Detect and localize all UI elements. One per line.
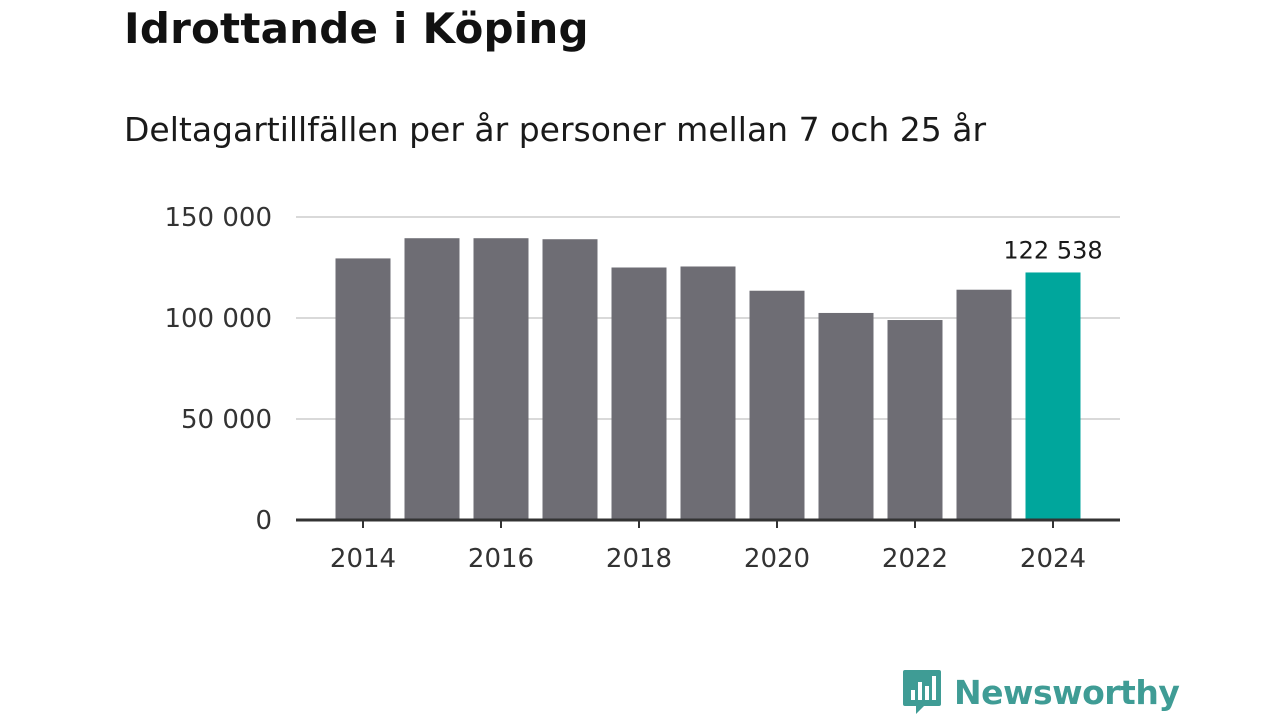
brand-name: Newsworthy — [954, 672, 1180, 712]
bar-2021 — [818, 312, 874, 520]
bar-2024 — [1025, 272, 1081, 520]
x-tick-label: 2020 — [744, 544, 810, 574]
bar-2020 — [749, 290, 805, 520]
bar-2019 — [680, 266, 736, 520]
chart-subtitle: Deltagartillfällen per år personer mella… — [124, 110, 987, 149]
bar-2016 — [473, 238, 529, 520]
bar-2022 — [887, 320, 943, 520]
x-tick-label: 2022 — [882, 544, 948, 574]
bar-2018 — [611, 267, 667, 520]
bar-2014 — [335, 258, 391, 520]
chart-title: Idrottande i Köping — [124, 4, 589, 53]
x-tick-label: 2024 — [1020, 544, 1086, 574]
y-tick-label: 50 000 — [181, 405, 272, 435]
x-tick-label: 2014 — [330, 544, 396, 574]
y-axis-ticks: 0 50 000 100 000 150 000 — [164, 203, 272, 536]
brand: Newsworthy — [902, 668, 1180, 716]
x-axis-ticks: 2014 2016 2018 2020 2022 2024 — [330, 520, 1086, 574]
newsworthy-logo-icon — [903, 670, 941, 714]
bar-2023 — [956, 289, 1012, 520]
data-labels: 122 538 — [1003, 236, 1102, 264]
bar-2017 — [542, 239, 598, 520]
y-tick-label: 150 000 — [164, 203, 272, 233]
data-label-highlight: 122 538 — [1003, 236, 1102, 264]
x-tick-label: 2016 — [468, 544, 534, 574]
y-tick-label: 100 000 — [164, 304, 272, 334]
bar-2015 — [404, 238, 460, 520]
bars — [335, 238, 1081, 520]
y-tick-label: 0 — [255, 506, 272, 536]
x-tick-label: 2018 — [606, 544, 672, 574]
